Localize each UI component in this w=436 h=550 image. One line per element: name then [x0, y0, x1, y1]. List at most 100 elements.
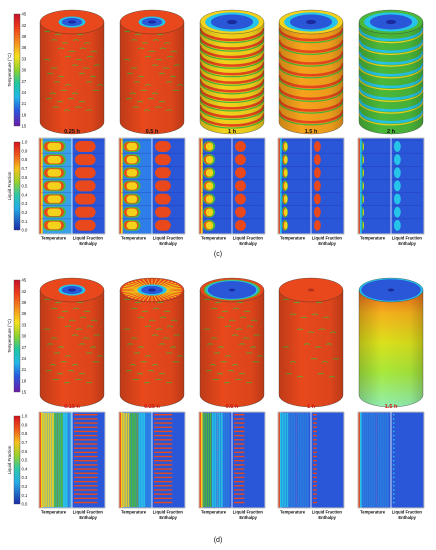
sunburst-ray [164, 291, 181, 294]
lf-stripe [154, 430, 173, 433]
cylinder-body [120, 290, 184, 407]
lf-solid [394, 167, 401, 179]
cylinder-top [199, 9, 265, 35]
lf-stripe [234, 422, 245, 424]
lf-solid [75, 180, 96, 192]
liquid-fraction-tick: 0.0 [22, 228, 28, 233]
lf-stripe [313, 439, 317, 441]
lf-stripe [313, 451, 317, 454]
temp-stripe [125, 413, 128, 507]
lf-stripe [154, 426, 173, 428]
lf-solid [394, 206, 401, 218]
lf-stripe [234, 472, 245, 474]
solid-core [47, 195, 62, 203]
section-label-temperature: Temperature [41, 510, 67, 515]
temp-stripe [207, 413, 210, 507]
lf-stripe [393, 493, 395, 495]
top-center [148, 20, 156, 24]
sunburst-ray [165, 287, 182, 290]
lf-stripe [393, 480, 395, 483]
temperature-tick: 36 [22, 45, 27, 50]
lf-stripe [74, 422, 98, 424]
solid-core [126, 182, 138, 190]
lf-stripe [74, 468, 98, 470]
body-shade [279, 22, 343, 134]
lf-stripe [234, 501, 245, 504]
solid-core [205, 155, 214, 164]
solid-core [205, 221, 214, 230]
sunburst-ray [138, 294, 147, 301]
wall-heat-strip [119, 138, 121, 234]
temp-stripe [288, 413, 291, 507]
cylinder-body [200, 290, 264, 407]
lf-stripe [234, 485, 245, 487]
lf-solid [155, 219, 171, 231]
temperature-colorbar [13, 13, 21, 127]
top-outline [119, 9, 185, 35]
top-outline [358, 277, 424, 303]
temp-stripe [147, 413, 150, 507]
solid-core [363, 169, 365, 177]
top-center [148, 288, 156, 292]
lf-solid [394, 219, 401, 231]
lf-stripe [234, 451, 245, 454]
temp-stripe [291, 413, 293, 507]
top-center [387, 288, 395, 292]
lf-stripe [393, 472, 395, 474]
solid-core [283, 208, 288, 217]
section-label-temperature: Temperature [121, 236, 147, 241]
top-center [68, 288, 76, 292]
lf-stripe [74, 430, 98, 433]
temp-stripe [141, 413, 143, 507]
lf-stripe [154, 460, 173, 462]
sunburst-ray [162, 292, 177, 297]
top-center [305, 19, 317, 25]
temp-stripe [373, 413, 376, 507]
section-label-temperature: Temperature [360, 236, 386, 241]
cylinder-outline [278, 21, 344, 135]
lf-stripe [393, 439, 395, 441]
lf-stripe [393, 464, 395, 466]
sunburst-ray [165, 290, 182, 293]
temperature-tick: 33 [22, 322, 27, 327]
lf-stripe [234, 426, 245, 428]
temperature-tick: 42 [22, 23, 27, 28]
cylinder-top [39, 277, 105, 303]
top-center [228, 288, 236, 292]
lf-stripe [234, 468, 245, 470]
lf-solid [155, 154, 171, 166]
cylinder-outline [39, 289, 105, 408]
liquid-fraction-tick: 0.3 [22, 475, 28, 480]
section-label-enthalpy: Enthalpy [79, 515, 97, 520]
lf-stripe [234, 460, 245, 462]
sunburst-ray [164, 286, 181, 289]
liquid-fraction-title: Liquid Fraction [7, 171, 12, 200]
sunburst-ray [155, 294, 162, 301]
section-label-enthalpy: Enthalpy [398, 241, 416, 246]
temp-stripe [362, 413, 364, 507]
liquid-fraction-colorbar [13, 415, 21, 505]
lf-stripe [313, 443, 317, 445]
top-outline [278, 277, 344, 303]
lf-stripe [154, 468, 173, 470]
lf-stripe [393, 434, 395, 437]
solid-core [47, 182, 62, 190]
solid-region [362, 219, 364, 231]
lf-stripe [154, 455, 173, 458]
lf-stripe [74, 480, 98, 483]
temp-stripe [65, 413, 68, 507]
lf-stripe [154, 472, 173, 474]
temp-stripe [297, 413, 300, 507]
lf-stripe [393, 422, 395, 424]
wall-heat-strip [119, 412, 121, 508]
lf-stripe [313, 472, 317, 474]
cylinder-body [120, 22, 184, 134]
temperature-tick: 27 [22, 79, 27, 84]
sunburst-ray [163, 284, 179, 289]
liquid-fraction-tick: 0.7 [22, 440, 28, 445]
sunburst-ray [159, 280, 170, 287]
liquid-fraction-tick: 0.6 [22, 449, 28, 454]
liquid-fraction-tick: 0.3 [22, 201, 28, 206]
time-label: 0.25 h [64, 129, 80, 135]
cylinder-top [358, 9, 424, 35]
